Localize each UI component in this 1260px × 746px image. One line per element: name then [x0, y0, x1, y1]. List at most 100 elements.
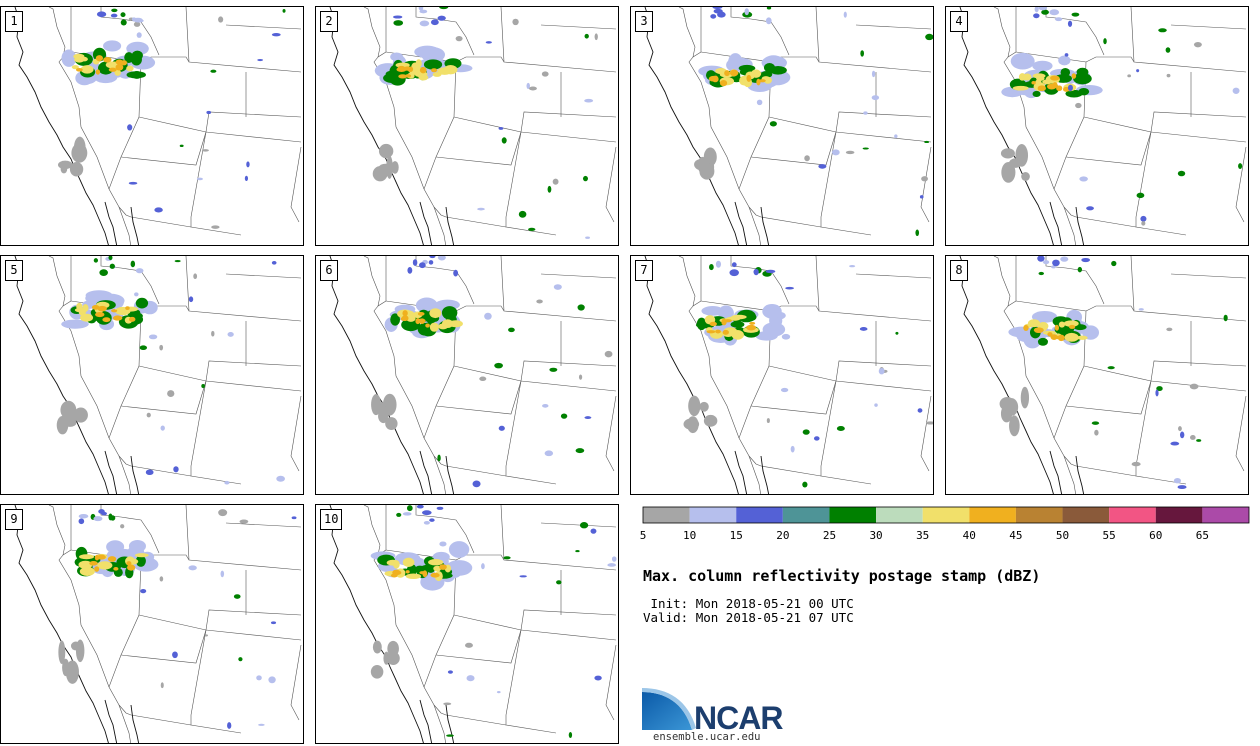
reflectivity-cell	[1076, 67, 1089, 77]
reflectivity-cell	[173, 466, 179, 473]
state-border	[435, 380, 522, 415]
reflectivity-cell	[370, 664, 384, 679]
reflectivity-cell	[378, 143, 394, 159]
state-border	[738, 156, 752, 190]
state-border	[520, 111, 617, 133]
reflectivity-cell	[419, 20, 430, 27]
reflectivity-cell	[1037, 337, 1048, 346]
reflectivity-cell	[126, 41, 149, 56]
reflectivity-cell	[430, 19, 439, 26]
reflectivity-cell	[396, 66, 407, 72]
reflectivity-cell	[526, 82, 530, 89]
reflectivity-cell	[1033, 13, 1040, 19]
reflectivity-map	[644, 256, 933, 494]
state-border	[692, 51, 702, 58]
reflectivity-cell	[1000, 148, 1015, 159]
reflectivity-cell	[859, 327, 868, 331]
reflectivity-cell	[75, 67, 83, 72]
coastline	[14, 256, 109, 494]
reflectivity-cell	[1038, 7, 1048, 11]
state-border	[290, 395, 302, 472]
reflectivity-cell	[204, 634, 208, 637]
reflectivity-cell	[1170, 441, 1180, 446]
reflectivity-cell	[1031, 81, 1036, 85]
reflectivity-cell	[1178, 426, 1182, 432]
reflectivity-cell	[107, 556, 117, 562]
reflectivity-cell	[60, 400, 77, 420]
reflectivity-cell	[709, 264, 714, 271]
init-value: Mon 2018-05-21 00 UTC	[695, 596, 854, 611]
state-border	[855, 273, 932, 279]
colorbar-bin	[876, 507, 923, 523]
state-border	[835, 360, 932, 382]
reflectivity-cell	[1094, 429, 1099, 436]
reflectivity-cell	[420, 564, 438, 572]
reflectivity-cell	[211, 225, 220, 229]
reflectivity-cell	[1068, 324, 1076, 329]
reflectivity-cell	[541, 71, 549, 77]
reflectivity-cell	[1077, 266, 1083, 273]
state-border	[138, 365, 302, 392]
coastline	[329, 505, 424, 743]
reflectivity-cell	[227, 722, 232, 729]
member-panel: 5	[0, 255, 304, 495]
reflectivity-cell	[1038, 271, 1044, 276]
reflectivity-cell	[519, 575, 527, 578]
colorbar-bin	[643, 507, 690, 523]
reflectivity-cell	[139, 345, 148, 351]
reflectivity-cell	[479, 376, 487, 381]
reflectivity-cell	[78, 513, 89, 519]
state-border	[1170, 273, 1247, 279]
reflectivity-cell	[1189, 383, 1199, 390]
reflectivity-cell	[472, 480, 481, 488]
ncar-logo: NCAR	[642, 688, 784, 732]
reflectivity-cell	[1060, 256, 1069, 262]
valid-label: Valid:	[643, 610, 689, 625]
reflectivity-cell	[749, 321, 756, 325]
reflectivity-cell	[790, 445, 795, 453]
state-border	[1085, 56, 1135, 63]
coastline	[419, 450, 433, 494]
reflectivity-cell	[437, 256, 446, 261]
reflectivity-cell	[1023, 324, 1029, 332]
member-number: 5	[5, 260, 23, 281]
state-border	[190, 629, 242, 734]
reflectivity-cell	[127, 124, 133, 131]
reflectivity-cell	[115, 59, 124, 65]
state-border	[505, 380, 557, 485]
reflectivity-cell	[1111, 260, 1117, 267]
reflectivity-cell	[917, 408, 923, 413]
reflectivity-cell	[443, 702, 452, 706]
reflectivity-cell	[553, 284, 562, 290]
reflectivity-cell	[465, 642, 473, 648]
reflectivity-map	[644, 7, 933, 245]
member-panel: 7	[630, 255, 934, 495]
reflectivity-cell	[1166, 327, 1173, 332]
reflectivity-cell	[584, 33, 589, 39]
reflectivity-cell	[1054, 324, 1060, 331]
coastline	[419, 699, 433, 743]
reflectivity-cell	[871, 70, 876, 78]
reflectivity-cell	[429, 308, 442, 319]
reflectivity-cell	[416, 505, 424, 509]
reflectivity-cell	[58, 640, 66, 664]
logo-text: NCAR	[694, 700, 783, 732]
reflectivity-cell	[430, 68, 438, 73]
reflectivity-cell	[437, 323, 449, 330]
coastline	[14, 505, 109, 743]
state-border	[1083, 116, 1247, 143]
reflectivity-cell	[390, 52, 404, 62]
reflectivity-cell	[699, 401, 709, 412]
reflectivity-cell	[760, 70, 773, 78]
reflectivity-cell	[1136, 192, 1145, 199]
reflectivity-cell	[97, 305, 107, 312]
state-border	[377, 51, 387, 58]
reflectivity-cell	[1079, 176, 1088, 182]
reflectivity-cell	[717, 11, 726, 18]
reflectivity-cell	[73, 407, 88, 423]
coastline	[14, 7, 109, 245]
state-border	[1053, 405, 1067, 439]
reflectivity-cell	[1063, 86, 1070, 92]
coastline	[1075, 206, 1085, 245]
logo-swoosh-highlight-icon	[642, 688, 696, 730]
